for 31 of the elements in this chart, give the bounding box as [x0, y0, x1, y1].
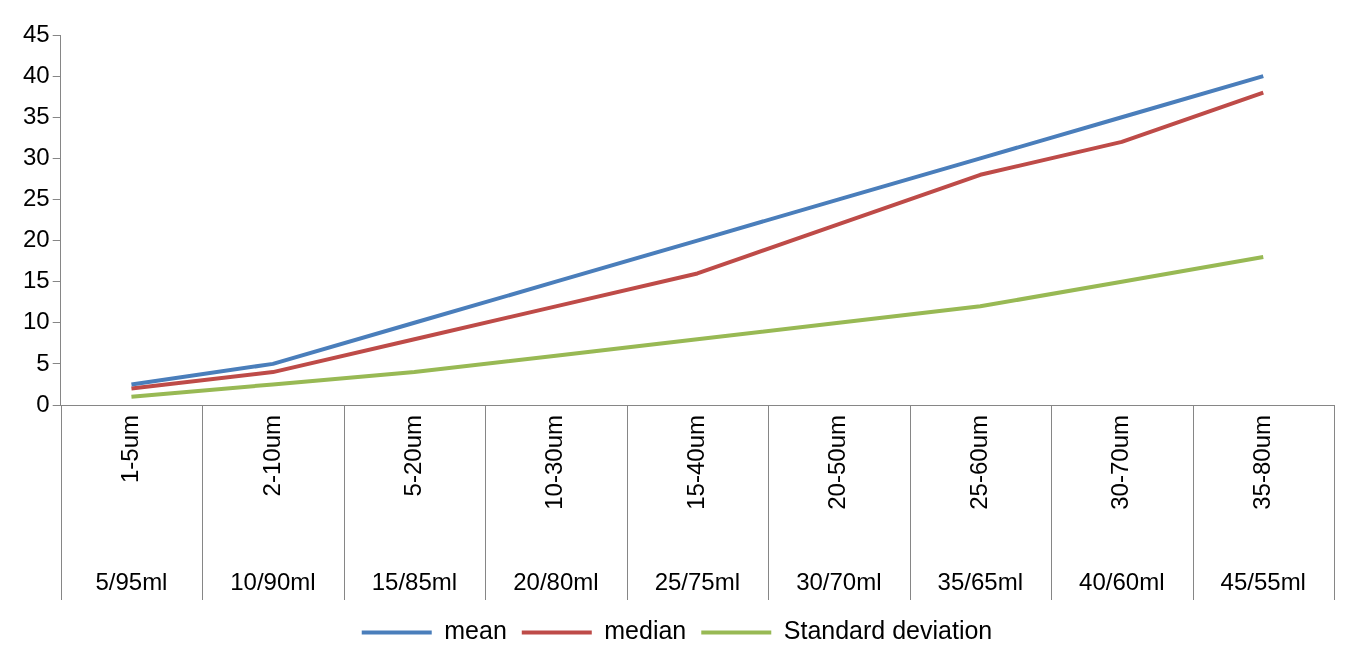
y-tick-label: 10 — [22, 307, 50, 335]
category-label: 40/60ml — [1079, 567, 1165, 595]
category-label: 1-5um — [116, 415, 144, 484]
category-label: 10-30um — [540, 415, 568, 510]
y-tick-label: 35 — [22, 101, 50, 129]
category-label: 30/70ml — [796, 567, 882, 595]
category-label: 45/55ml — [1220, 567, 1306, 595]
category-label: 25-60um — [964, 415, 992, 510]
category-label: 30-70um — [1106, 415, 1134, 510]
y-tick-label: 25 — [22, 184, 50, 212]
y-tick-label: 0 — [36, 389, 50, 417]
y-tick-label: 45 — [22, 19, 50, 47]
legend-label: mean — [444, 616, 507, 645]
category-label: 15/85ml — [371, 567, 458, 595]
category-label: 5/95ml — [95, 567, 168, 595]
legend-label: median — [604, 616, 687, 645]
category-label: 35/65ml — [937, 567, 1023, 595]
category-label: 5-20um — [399, 415, 427, 497]
y-tick-label: 5 — [36, 348, 50, 376]
category-label: 35-80um — [1247, 415, 1275, 510]
category-label: 2-10um — [257, 415, 285, 497]
y-tick-label: 15 — [22, 266, 50, 294]
category-label: 15-40um — [681, 415, 709, 510]
legend-label: Standard deviation — [783, 616, 993, 645]
category-label: 10/90ml — [230, 567, 316, 595]
y-tick-label: 30 — [22, 142, 50, 170]
y-tick-label: 40 — [22, 60, 50, 88]
category-label: 20/80ml — [513, 567, 599, 595]
category-label: 25/75ml — [654, 567, 741, 595]
category-label: 20-50um — [823, 415, 851, 510]
y-tick-label: 20 — [22, 225, 50, 253]
